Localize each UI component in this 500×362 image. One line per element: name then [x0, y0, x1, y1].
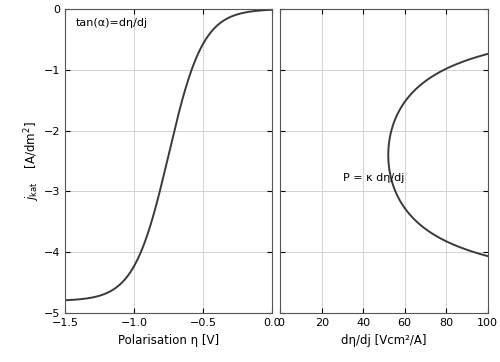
Text: P = κ dη/dj: P = κ dη/dj	[342, 173, 404, 183]
Text: tan(α)=dη/dj: tan(α)=dη/dj	[76, 18, 148, 28]
X-axis label: Polarisation η [V]: Polarisation η [V]	[118, 333, 219, 346]
X-axis label: dη/dj [Vcm²/A]: dη/dj [Vcm²/A]	[341, 333, 426, 346]
Y-axis label: $j_{\rm kat}$    [A/dm$^2$]: $j_{\rm kat}$ [A/dm$^2$]	[22, 121, 42, 201]
